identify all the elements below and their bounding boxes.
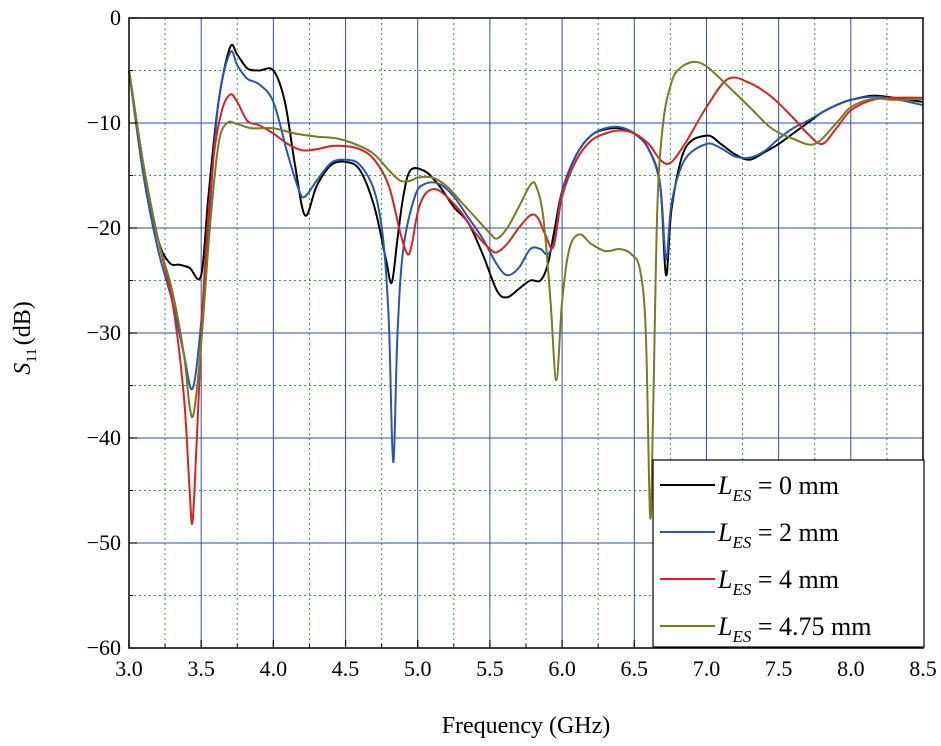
y-tick-label: −60 bbox=[87, 635, 121, 660]
series-layer bbox=[128, 43, 924, 526]
x-tick-label: 8.0 bbox=[837, 656, 865, 681]
x-tick-label: 4.5 bbox=[332, 656, 360, 681]
x-axis-title: Frequency (GHz) bbox=[442, 713, 611, 739]
y-tick-label: −30 bbox=[87, 320, 121, 345]
legend-box bbox=[652, 459, 925, 648]
x-tick-label: 5.5 bbox=[476, 656, 504, 681]
y-axis-title-symbol: S bbox=[10, 363, 36, 375]
legend: LES = 0 mm LES = 2 mm LES = 4 mm LES = 4.75… bbox=[652, 459, 925, 648]
y-tick-label: −40 bbox=[87, 425, 121, 450]
series-line-4 bbox=[128, 60, 924, 520]
x-tick-labels: 3.0 3.5 4.0 4.5 5.0 5.5 6.0 6.5 7.0 7.5 8.0 8.5 bbox=[115, 656, 937, 681]
y-axis-title-subscript: 11 bbox=[24, 348, 40, 362]
y-tick-labels: 0 −10 −20 −30 −40 −50 −60 bbox=[87, 5, 121, 660]
legend-label-1: LES = 0 mm bbox=[717, 471, 839, 505]
y-tick-label: 0 bbox=[110, 5, 121, 30]
series-line-2 bbox=[128, 50, 924, 464]
legend-label-2: LES = 2 mm bbox=[717, 518, 839, 552]
y-tick-label: −20 bbox=[87, 215, 121, 240]
y-tick-label: −50 bbox=[87, 530, 121, 555]
x-tick-label: 8.5 bbox=[909, 656, 937, 681]
legend-label-3: LES = 4 mm bbox=[717, 565, 839, 599]
x-tick-label: 7.0 bbox=[693, 656, 721, 681]
y-axis-title: S11 (dB) bbox=[10, 301, 40, 374]
x-tick-label: 4.0 bbox=[260, 656, 288, 681]
x-tick-label: 3.0 bbox=[115, 656, 143, 681]
legend-label-4: LES = 4.75 mm bbox=[717, 612, 871, 646]
x-tick-label: 7.5 bbox=[765, 656, 793, 681]
series-line-3 bbox=[128, 70, 924, 526]
x-tick-label: 6.0 bbox=[548, 656, 576, 681]
x-tick-label: 6.5 bbox=[621, 656, 649, 681]
x-tick-label: 5.0 bbox=[404, 656, 432, 681]
x-tick-label: 3.5 bbox=[187, 656, 215, 681]
major-grid bbox=[129, 18, 923, 648]
y-tick-label: −10 bbox=[87, 110, 121, 135]
y-axis-title-unit: (dB) bbox=[10, 301, 36, 345]
